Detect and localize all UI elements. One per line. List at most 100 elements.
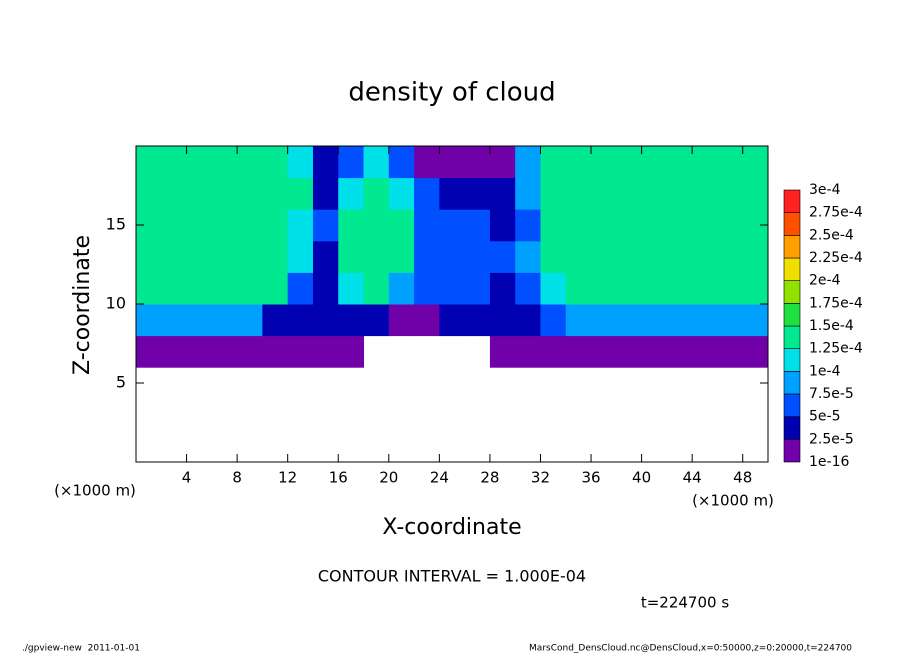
- cell: [489, 335, 516, 368]
- cell: [312, 146, 339, 179]
- cell: [186, 240, 213, 273]
- cell: [515, 304, 541, 337]
- cell: [540, 177, 567, 210]
- colorbar-label: 2.25e-4: [809, 250, 863, 266]
- cell: [211, 177, 238, 210]
- cell: [338, 335, 365, 368]
- cell: [666, 304, 693, 337]
- cell: [515, 240, 541, 273]
- cell: [439, 304, 466, 337]
- cell: [262, 304, 289, 337]
- cell: [515, 209, 541, 242]
- cell: [464, 304, 491, 337]
- cell: [565, 146, 592, 179]
- x-tick-label: 28: [480, 469, 499, 487]
- cell: [363, 146, 390, 179]
- cell: [414, 177, 440, 210]
- chart-title: density of cloud: [348, 78, 555, 108]
- cell: [717, 209, 744, 242]
- cell: [464, 209, 491, 242]
- cell: [161, 335, 188, 368]
- colorbar-box: [783, 393, 801, 417]
- x-axis-label: X-coordinate: [382, 515, 521, 540]
- cell: [540, 209, 567, 242]
- cell: [161, 177, 188, 210]
- cell: [414, 304, 440, 337]
- cell: [439, 146, 466, 179]
- cell: [136, 240, 162, 273]
- cell: [388, 177, 415, 210]
- cell: [565, 177, 592, 210]
- cell: [312, 209, 339, 242]
- cell: [312, 272, 339, 305]
- cell: [742, 304, 769, 337]
- colorbar-box: [783, 189, 801, 213]
- colorbar-label: 7.5e-5: [809, 386, 854, 402]
- colorbar-box: [783, 212, 801, 236]
- cell: [565, 335, 592, 368]
- cell: [489, 177, 516, 210]
- cell: [591, 209, 617, 242]
- cell: [237, 146, 263, 179]
- cell: [186, 335, 213, 368]
- cell: [616, 240, 643, 273]
- cell: [414, 146, 440, 179]
- cell: [616, 209, 643, 242]
- cell: [692, 209, 718, 242]
- cell: [692, 304, 718, 337]
- cell: [161, 146, 188, 179]
- cell: [262, 272, 289, 305]
- cell: [742, 272, 769, 305]
- cell: [161, 240, 188, 273]
- footer-right: MarsCond_DensCloud.nc@DensCloud,x=0:5000…: [529, 644, 852, 654]
- cell: [666, 335, 693, 368]
- cell: [464, 146, 491, 179]
- cell: [211, 240, 238, 273]
- cell: [338, 146, 365, 179]
- cell: [439, 209, 466, 242]
- colorbar-label: 3e-4: [809, 182, 841, 198]
- cell: [338, 272, 365, 305]
- cell: [363, 209, 390, 242]
- cell: [439, 177, 466, 210]
- cell: [186, 272, 213, 305]
- colorbar-label: 2.75e-4: [809, 205, 863, 221]
- cell: [692, 272, 718, 305]
- contour-interval: CONTOUR INTERVAL = 1.000E-04: [318, 567, 586, 586]
- colorbar-label: 1e-4: [809, 363, 841, 379]
- cell: [136, 146, 162, 179]
- cell: [414, 209, 440, 242]
- cell: [388, 272, 415, 305]
- cell: [363, 240, 390, 273]
- cell: [287, 335, 314, 368]
- cell: [666, 240, 693, 273]
- colorbar-box: [783, 235, 801, 259]
- x-tick-label: 20: [379, 469, 398, 487]
- cell: [641, 240, 668, 273]
- cell: [312, 304, 339, 337]
- cell: [641, 272, 668, 305]
- x-tick-label: 48: [733, 469, 752, 487]
- cell: [262, 177, 289, 210]
- cell: [616, 146, 643, 179]
- x-tick-label: 36: [581, 469, 600, 487]
- x-tick-label: 44: [683, 469, 702, 487]
- colorbar-box: [783, 280, 801, 304]
- colorbar-box: [783, 439, 801, 463]
- cell: [136, 272, 162, 305]
- cell: [692, 146, 718, 179]
- cell: [186, 209, 213, 242]
- cell: [287, 272, 314, 305]
- cell: [312, 177, 339, 210]
- x-unit-label: (×1000 m): [692, 492, 774, 510]
- cell: [489, 146, 516, 179]
- cell: [565, 304, 592, 337]
- cell: [186, 146, 213, 179]
- x-tick-label: 16: [329, 469, 348, 487]
- cell: [591, 335, 617, 368]
- cell: [287, 240, 314, 273]
- cell: [237, 335, 263, 368]
- cell: [616, 177, 643, 210]
- colorbar-box: [783, 416, 801, 440]
- footer-left: ./gpview-new 2011-01-01: [22, 644, 140, 654]
